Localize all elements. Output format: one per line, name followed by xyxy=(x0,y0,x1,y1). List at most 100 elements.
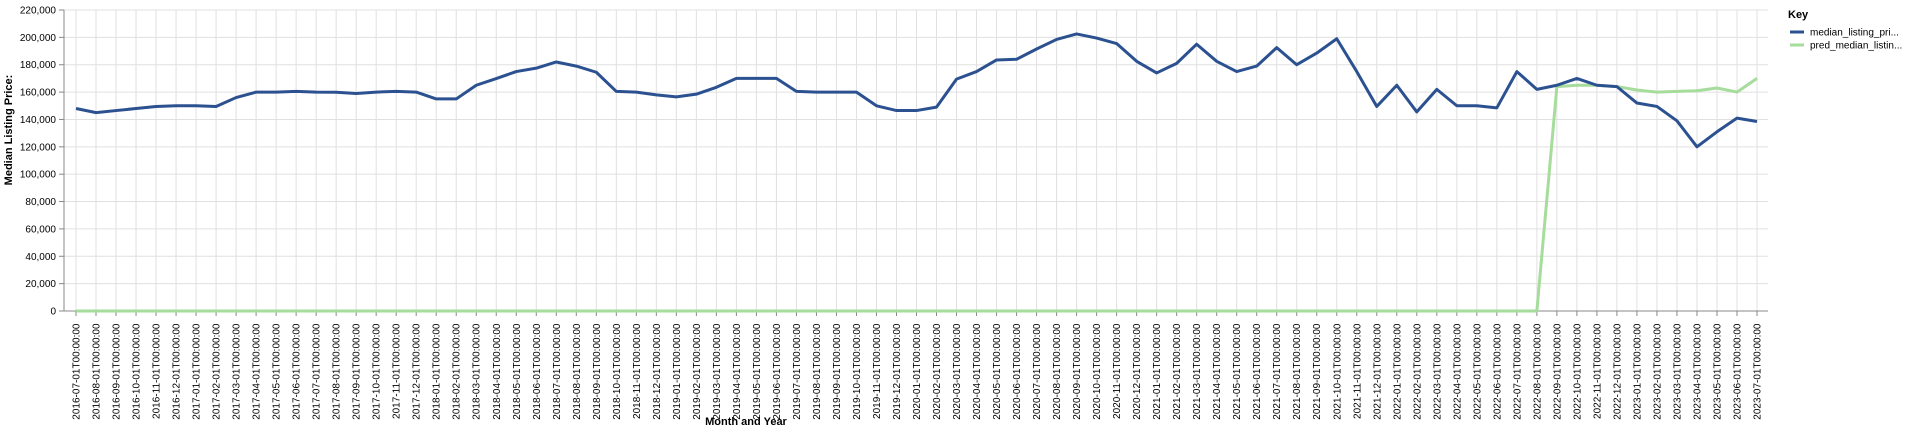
y-tick-label: 140,000 xyxy=(20,115,57,126)
x-tick-label: 2022-08-01T00:00:00 xyxy=(1532,323,1543,420)
x-tick-label: 2017-06-01T00:00:00 xyxy=(292,323,303,420)
x-tick-label: 2021-07-01T00:00:00 xyxy=(1272,323,1283,420)
x-tick-label: 2021-03-01T00:00:00 xyxy=(1192,323,1203,420)
x-tick-label: 2016-09-01T00:00:00 xyxy=(112,323,123,420)
x-tick-label: 2019-02-01T00:00:00 xyxy=(692,323,703,420)
x-tick-label: 2023-04-01T00:00:00 xyxy=(1692,323,1703,420)
y-tick-label: 200,000 xyxy=(20,33,57,44)
x-tick-label: 2023-02-01T00:00:00 xyxy=(1652,323,1663,420)
x-tick-label: 2017-09-01T00:00:00 xyxy=(352,323,363,420)
x-tick-label: 2016-07-01T00:00:00 xyxy=(72,323,83,420)
x-tick-label: 2021-11-01T00:00:00 xyxy=(1352,323,1363,419)
y-tick-label: 220,000 xyxy=(20,6,57,17)
x-tick-label: 2023-07-01T00:00:00 xyxy=(1753,323,1764,420)
x-tick-label: 2021-05-01T00:00:00 xyxy=(1232,323,1243,420)
x-tick-label: 2021-09-01T00:00:00 xyxy=(1312,323,1323,420)
x-tick-label: 2019-03-01T00:00:00 xyxy=(712,323,723,420)
x-tick-label: 2021-08-01T00:00:00 xyxy=(1292,323,1303,420)
x-tick-label: 2016-12-01T00:00:00 xyxy=(172,323,183,420)
legend-title: Key xyxy=(1788,9,1809,21)
y-tick-label: 100,000 xyxy=(20,170,57,181)
x-tick-label: 2022-12-01T00:00:00 xyxy=(1612,323,1623,420)
x-tick-label: 2018-05-01T00:00:00 xyxy=(512,323,523,420)
x-tick-label: 2021-10-01T00:00:00 xyxy=(1332,323,1343,420)
y-tick-label: 160,000 xyxy=(20,88,57,99)
x-tick-label: 2016-08-01T00:00:00 xyxy=(92,323,103,420)
x-tick-label: 2018-09-01T00:00:00 xyxy=(592,323,603,420)
x-tick-label: 2020-05-01T00:00:00 xyxy=(992,323,1003,420)
x-tick-label: 2019-04-01T00:00:00 xyxy=(732,323,743,420)
x-tick-label: 2019-12-01T00:00:00 xyxy=(892,323,903,420)
x-tick-label: 2020-10-01T00:00:00 xyxy=(1092,323,1103,420)
x-tick-label: 2019-07-01T00:00:00 xyxy=(792,323,803,420)
x-tick-label: 2019-10-01T00:00:00 xyxy=(852,323,863,420)
x-tick-label: 2017-04-01T00:00:00 xyxy=(252,323,263,420)
x-tick-label: 2021-04-01T00:00:00 xyxy=(1212,323,1223,420)
x-tick-label: 2017-10-01T00:00:00 xyxy=(372,323,383,420)
x-tick-label: 2022-07-01T00:00:00 xyxy=(1512,323,1523,420)
x-tick-label: 2018-04-01T00:00:00 xyxy=(492,323,503,420)
x-tick-label: 2019-09-01T00:00:00 xyxy=(832,323,843,420)
x-tick-label: 2016-10-01T00:00:00 xyxy=(132,323,143,420)
y-tick-label: 120,000 xyxy=(20,142,57,153)
x-tick-label: 2019-06-01T00:00:00 xyxy=(772,323,783,420)
x-tick-label: 2020-01-01T00:00:00 xyxy=(912,323,923,420)
series-line xyxy=(76,77,1758,313)
x-tick-label: 2017-07-01T00:00:00 xyxy=(312,323,323,420)
legend-label: median_listing_pri... xyxy=(1810,28,1899,39)
series-line xyxy=(75,32,1758,149)
x-tick-label: 2022-05-01T00:00:00 xyxy=(1472,323,1483,420)
x-tick-label: 2020-08-01T00:00:00 xyxy=(1052,323,1063,420)
x-tick-label: 2021-02-01T00:00:00 xyxy=(1172,323,1183,420)
x-tick-label: 2021-06-01T00:00:00 xyxy=(1252,323,1263,420)
x-tick-label: 2022-03-01T00:00:00 xyxy=(1432,323,1443,420)
x-tick-label: 2022-01-01T00:00:00 xyxy=(1392,323,1403,420)
x-tick-label: 2019-08-01T00:00:00 xyxy=(812,323,823,420)
x-tick-label: 2018-07-01T00:00:00 xyxy=(552,323,563,420)
x-tick-label: 2018-10-01T00:00:00 xyxy=(612,323,623,420)
x-tick-label: 2023-01-01T00:00:00 xyxy=(1632,323,1643,420)
x-tick-label: 2019-01-01T00:00:00 xyxy=(672,323,683,420)
x-tick-label: 2020-06-01T00:00:00 xyxy=(1012,323,1023,420)
x-tick-label: 2018-06-01T00:00:00 xyxy=(532,323,543,420)
x-tick-label: 2019-11-01T00:00:00 xyxy=(872,323,883,419)
x-tick-label: 2020-04-01T00:00:00 xyxy=(972,323,983,420)
x-tick-label: 2022-04-01T00:00:00 xyxy=(1452,323,1463,420)
x-tick-label: 2020-02-01T00:00:00 xyxy=(932,323,943,420)
x-tick-label: 2020-09-01T00:00:00 xyxy=(1072,323,1083,420)
x-tick-label: 2018-02-01T00:00:00 xyxy=(452,323,463,420)
x-tick-label: 2019-05-01T00:00:00 xyxy=(752,323,763,420)
x-tick-label: 2022-02-01T00:00:00 xyxy=(1412,323,1423,420)
x-tick-label: 2023-03-01T00:00:00 xyxy=(1672,323,1683,420)
x-tick-label: 2017-02-01T00:00:00 xyxy=(212,323,223,420)
x-axis-title: Month and Year xyxy=(705,416,787,428)
x-tick-label: 2017-03-01T00:00:00 xyxy=(232,323,243,420)
x-tick-label: 2023-06-01T00:00:00 xyxy=(1732,323,1743,420)
x-tick-label: 2017-01-01T00:00:00 xyxy=(192,323,203,420)
x-tick-label: 2022-09-01T00:00:00 xyxy=(1552,323,1563,420)
x-tick-label: 2020-11-01T00:00:00 xyxy=(1112,323,1123,419)
x-tick-label: 2016-11-01T00:00:00 xyxy=(152,323,163,419)
x-tick-label: 2017-12-01T00:00:00 xyxy=(412,323,423,420)
x-tick-label: 2018-12-01T00:00:00 xyxy=(652,323,663,420)
x-tick-label: 2020-03-01T00:00:00 xyxy=(952,323,963,420)
y-tick-label: 40,000 xyxy=(25,252,56,263)
y-tick-label: 0 xyxy=(50,307,56,318)
y-axis-title: Median Listing Price: xyxy=(3,75,15,186)
x-tick-label: 2017-08-01T00:00:00 xyxy=(332,323,343,420)
x-tick-label: 2023-05-01T00:00:00 xyxy=(1712,323,1723,420)
y-tick-label: 80,000 xyxy=(25,197,56,208)
y-tick-label: 20,000 xyxy=(25,279,56,290)
x-tick-label: 2020-12-01T00:00:00 xyxy=(1132,323,1143,420)
x-tick-label: 2017-05-01T00:00:00 xyxy=(272,323,283,420)
x-tick-label: 2021-01-01T00:00:00 xyxy=(1152,323,1163,420)
x-tick-label: 2018-08-01T00:00:00 xyxy=(572,323,583,420)
y-tick-label: 180,000 xyxy=(20,60,57,71)
x-tick-label: 2022-06-01T00:00:00 xyxy=(1492,323,1503,420)
legend-label: pred_median_listin... xyxy=(1810,41,1902,52)
x-tick-label: 2022-10-01T00:00:00 xyxy=(1572,323,1583,420)
x-tick-label: 2018-01-01T00:00:00 xyxy=(432,323,443,420)
x-tick-label: 2018-03-01T00:00:00 xyxy=(472,323,483,420)
x-tick-label: 2021-12-01T00:00:00 xyxy=(1372,323,1383,420)
